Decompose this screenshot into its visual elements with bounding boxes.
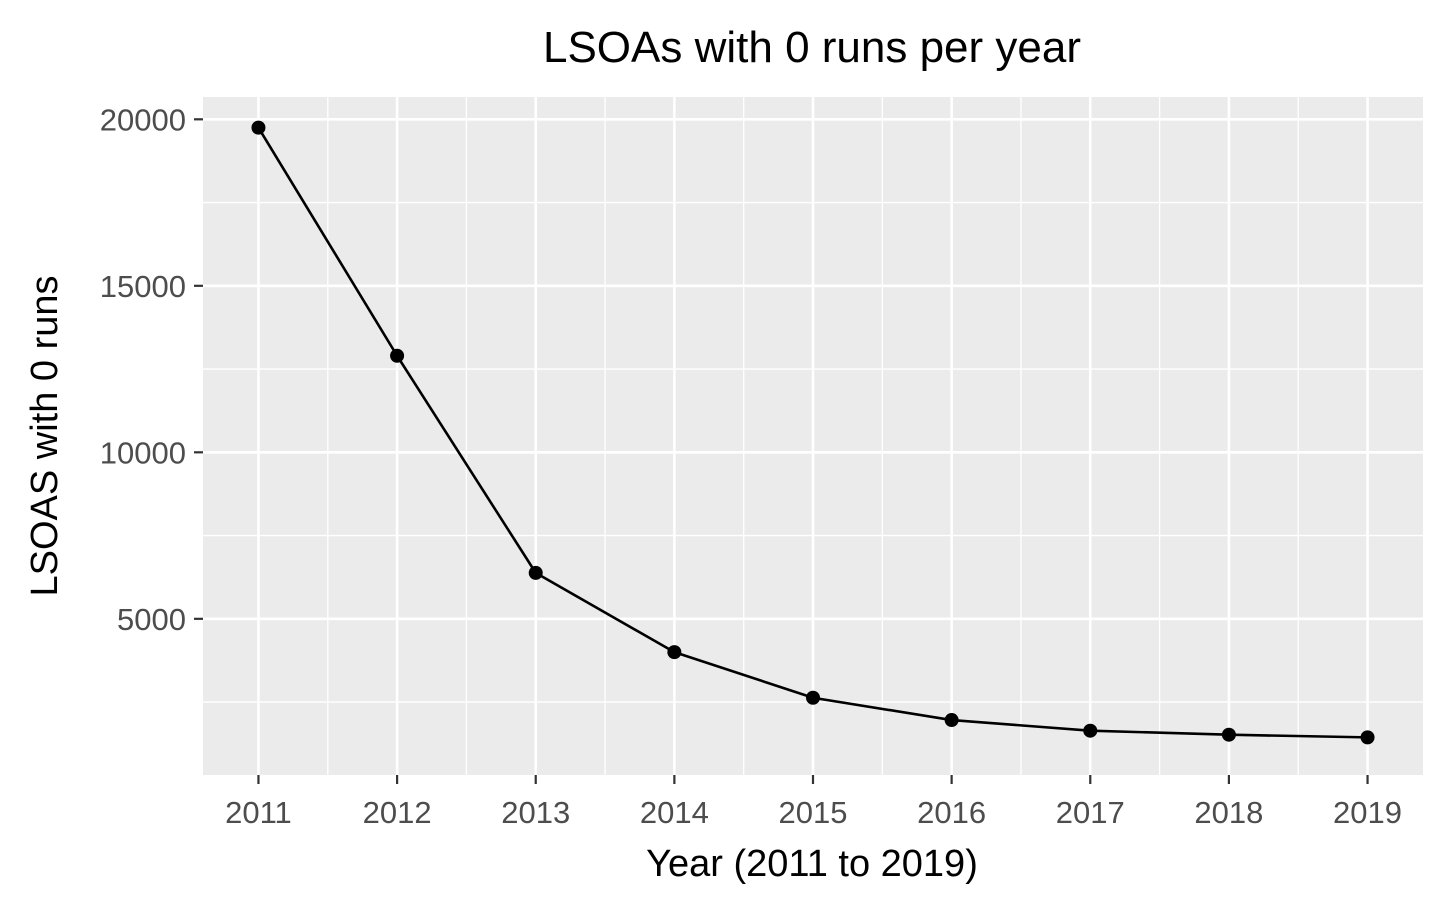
x-tick-label: 2019 [1333, 795, 1402, 830]
x-tick-label: 2018 [1194, 795, 1263, 830]
data-point [806, 690, 820, 705]
data-point [390, 348, 405, 363]
data-point [1083, 723, 1098, 738]
data-point [1360, 730, 1375, 745]
x-tick-label: 2011 [225, 795, 292, 830]
y-tick-label: 5000 [117, 602, 186, 637]
series-layer [251, 120, 1375, 745]
x-axis-title: Year (2011 to 2019) [646, 843, 978, 885]
data-point [251, 120, 266, 135]
x-tick-label: 2013 [501, 795, 570, 830]
x-axis: 2011 2012 2013 2014 2015 2016 2017 2018 2019 [225, 775, 1402, 830]
x-tick-label: 2012 [363, 795, 432, 830]
y-tick-label: 15000 [100, 269, 186, 304]
y-axis-title: LSOAS with 0 runs [24, 275, 66, 596]
chart-title: LSOAs with 0 runs per year [543, 23, 1081, 72]
x-tick-label: 2017 [1056, 795, 1125, 830]
x-tick-label: 2014 [640, 795, 709, 830]
data-point [944, 713, 959, 728]
y-tick-label: 20000 [100, 102, 186, 137]
data-point [1221, 727, 1236, 742]
y-axis: 5000 10000 15000 20000 [100, 102, 203, 637]
y-tick-label: 10000 [100, 435, 186, 470]
x-tick-label: 2016 [917, 795, 986, 830]
data-point [667, 645, 682, 660]
data-point [528, 565, 543, 580]
major-gridlines [203, 97, 1423, 775]
x-tick-label: 2015 [779, 795, 848, 830]
